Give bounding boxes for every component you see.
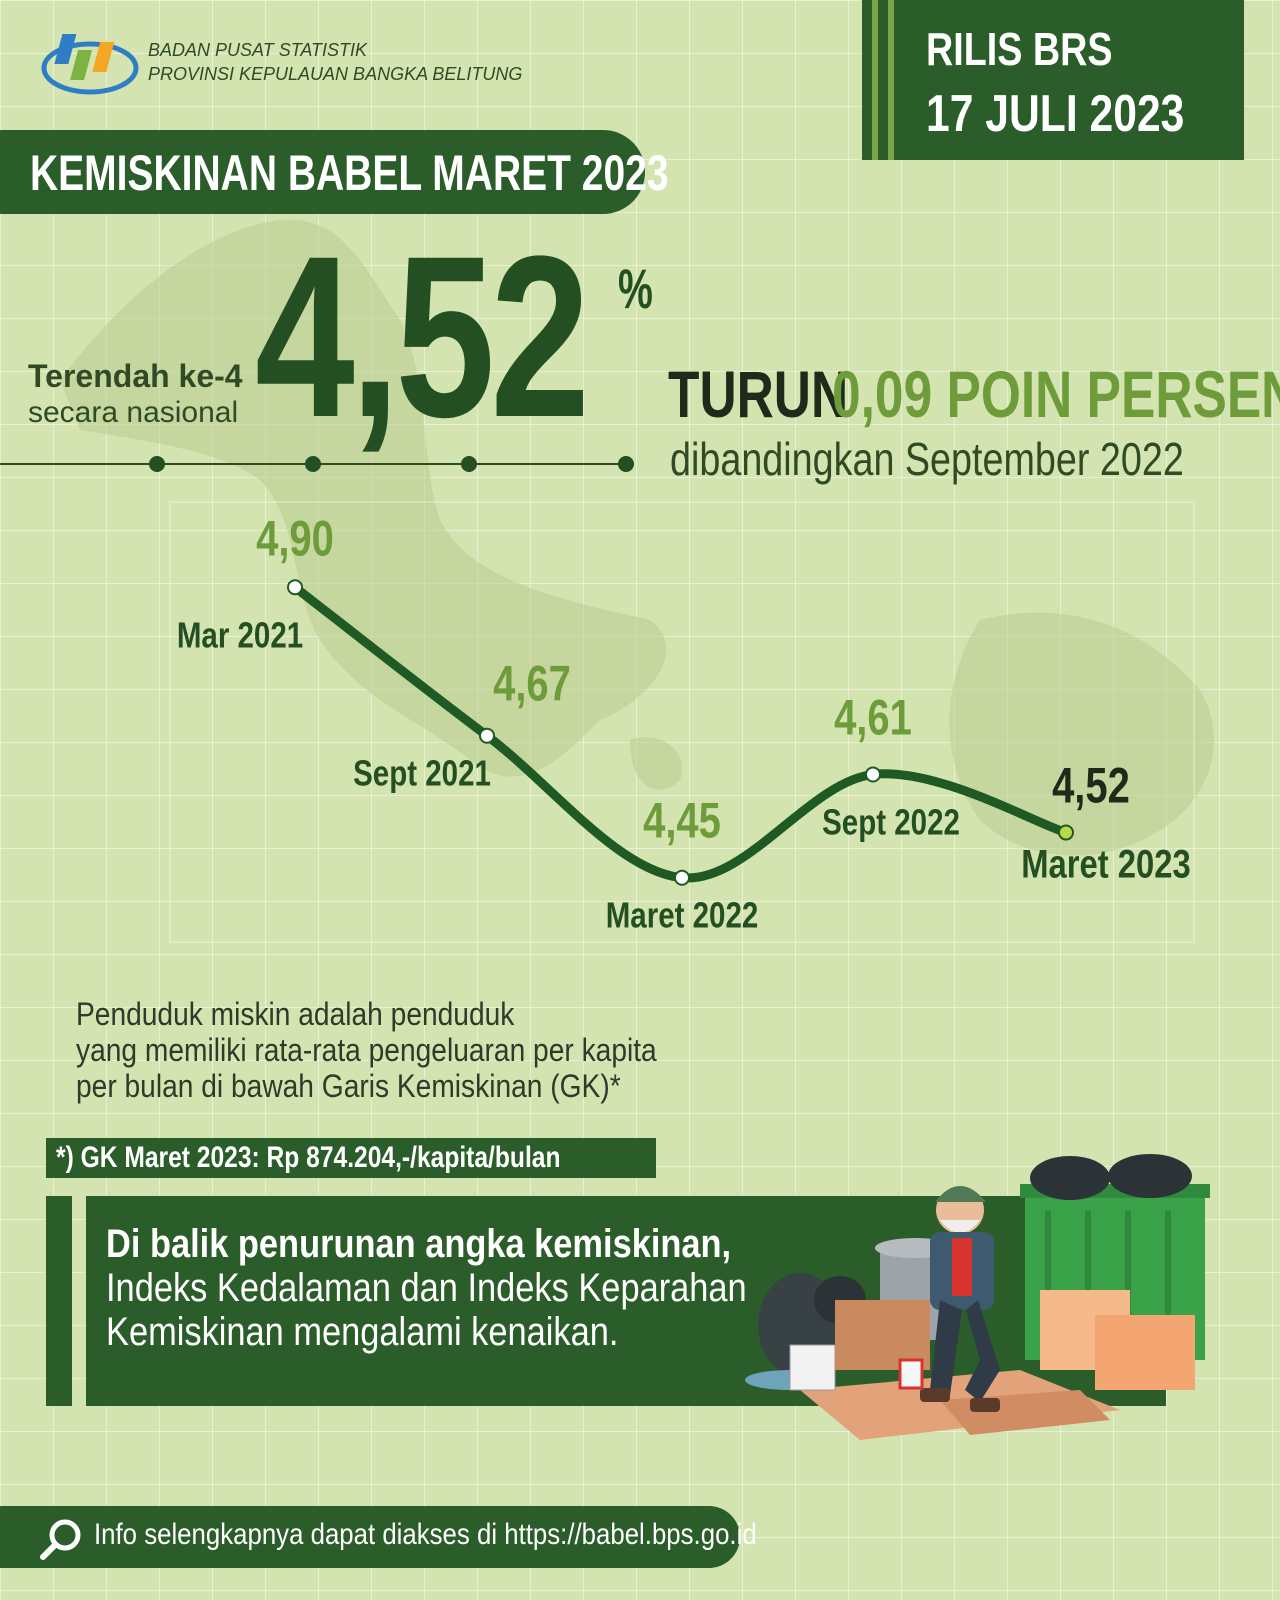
- category-label: Sept 2021: [353, 753, 491, 793]
- banner-text: Kemiskinan mengalami kenaikan.: [106, 1310, 619, 1354]
- poverty-line-chart: 4,90 Mar 2021 4,67 Sept 2021 4,45 Maret 2022 4…: [169, 501, 1195, 943]
- stripe-decor: [888, 0, 894, 160]
- rank-label: Terendah ke-4: [28, 358, 243, 394]
- release-label: RILIS BRS: [926, 23, 1113, 75]
- definition-line: yang memiliki rata-rata pengeluaran per …: [76, 1032, 657, 1068]
- rank-sublabel: secara nasional: [28, 396, 239, 429]
- definition-text: Penduduk miskin adalah penduduk yang mem…: [76, 996, 868, 1104]
- release-box: [862, 0, 1244, 160]
- data-label: 4,61: [834, 689, 912, 745]
- footer-bar: [0, 1506, 740, 1568]
- banner-accent: [46, 1196, 72, 1406]
- footer-link-text[interactable]: Info selengkapnya dapat diakses di https…: [94, 1518, 757, 1551]
- org-province: PROVINSI KEPULAUAN BANGKA BELITUNG: [148, 64, 523, 84]
- data-point: [865, 766, 881, 783]
- category-label: Sept 2022: [822, 802, 960, 842]
- org-name: BADAN PUSAT STATISTIK: [148, 40, 368, 60]
- data-label: 4,67: [493, 655, 571, 711]
- data-label: 4,45: [643, 792, 721, 848]
- dot-divider: [0, 456, 634, 472]
- gk-note-box: [46, 1138, 656, 1178]
- definition-line: Penduduk miskin adalah penduduk: [76, 996, 515, 1032]
- change-value: 0,09 POIN PERSEN: [832, 357, 1280, 431]
- search-icon: [40, 1519, 81, 1560]
- definition-line: per bulan di bawah Garis Kemiskinan (GK)…: [76, 1068, 621, 1104]
- data-point: [287, 579, 303, 596]
- poverty-illustration: [745, 1154, 1210, 1440]
- comparison-text: dibandingkan September 2022: [670, 433, 1184, 485]
- category-label: Maret 2023: [1021, 841, 1191, 886]
- title-pill: [0, 130, 645, 214]
- headline-unit: %: [618, 257, 653, 320]
- bps-logo: [41, 34, 139, 95]
- gk-note: *) GK Maret 2023: Rp 874.204,-/kapita/bu…: [56, 1141, 561, 1174]
- category-label: Maret 2022: [606, 895, 759, 935]
- data-point: [674, 869, 690, 886]
- release-date: 17 JULI 2023: [926, 85, 1185, 143]
- banner-headline: Di balik penurunan angka kemiskinan,: [106, 1222, 732, 1266]
- data-point: [479, 727, 495, 744]
- headline-value: 4,52: [255, 208, 590, 465]
- category-label: Mar 2021: [177, 614, 303, 654]
- stripe-decor: [872, 0, 878, 160]
- data-label: 4,90: [256, 510, 334, 566]
- data-label: 4,52: [1052, 757, 1130, 813]
- turun-label: TURUN: [668, 357, 849, 431]
- data-point: [1058, 824, 1074, 841]
- banner-text: Indeks Kedalaman dan Indeks Keparahan: [106, 1266, 747, 1310]
- page-title: KEMISKINAN BABEL MARET 2023: [30, 145, 669, 201]
